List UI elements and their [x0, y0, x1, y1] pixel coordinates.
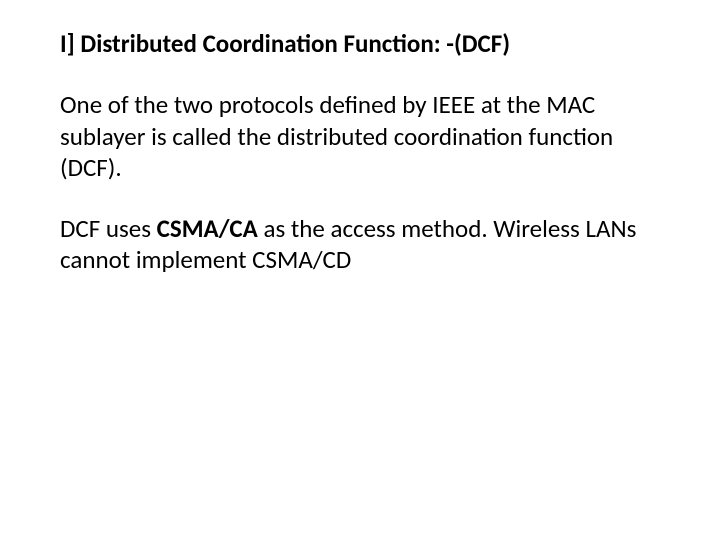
- paragraph-2: DCF uses CSMA/CA as the access method. W…: [60, 213, 660, 276]
- paragraph-1: One of the two protocols defined by IEEE…: [60, 89, 660, 183]
- paragraph-2-pre: DCF uses: [60, 213, 157, 244]
- slide-heading: I] Distributed Coordination Function: -(…: [60, 28, 660, 59]
- paragraph-2-bold: CSMA/CA: [157, 213, 258, 244]
- slide-container: I] Distributed Coordination Function: -(…: [0, 0, 720, 540]
